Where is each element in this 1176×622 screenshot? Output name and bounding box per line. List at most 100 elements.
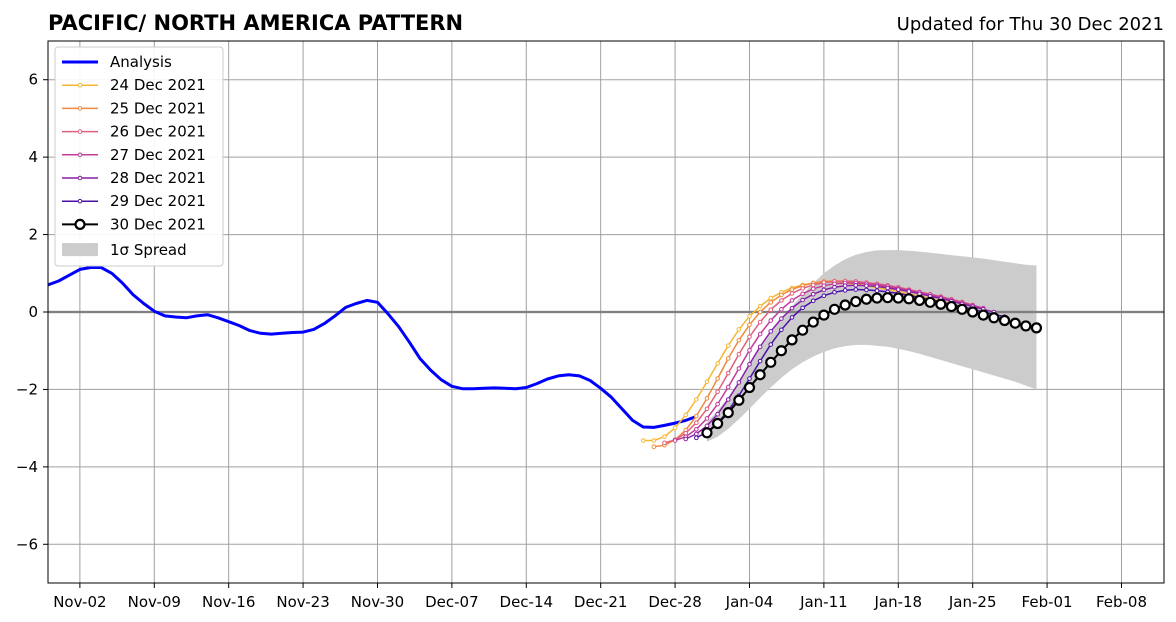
forecast-point <box>725 370 731 376</box>
spread-area <box>707 250 1037 442</box>
forecast-point <box>725 356 731 361</box>
forecast-point <box>768 329 774 334</box>
forecast-point <box>701 427 713 439</box>
forecast-point <box>757 331 763 337</box>
legend-marker <box>74 218 86 230</box>
forecast-point <box>818 309 830 321</box>
forecast-point <box>800 297 805 303</box>
x-tick-label: Nov-09 <box>128 593 181 611</box>
forecast-point <box>662 440 667 446</box>
forecast-point <box>810 298 816 304</box>
forecast-point <box>775 345 787 357</box>
legend-label: 26 Dec 2021 <box>110 123 206 141</box>
forecast-point <box>988 312 1000 324</box>
forecast-point <box>779 298 784 303</box>
x-tick-label: Nov-16 <box>202 593 255 611</box>
forecast-point <box>828 303 841 315</box>
chart-subtitle: Updated for Thu 30 Dec 2021 <box>897 14 1164 35</box>
forecast-point <box>800 305 805 311</box>
forecast-point <box>725 397 731 402</box>
legend-marker <box>77 198 83 204</box>
forecast-point <box>924 296 936 308</box>
forecast-point <box>672 425 678 431</box>
forecast-point <box>704 406 710 412</box>
y-tick-label: 6 <box>28 71 38 89</box>
legend-swatch <box>62 243 98 257</box>
forecast-point <box>853 282 859 288</box>
legend-label: 30 Dec 2021 <box>110 215 206 233</box>
forecast-point <box>715 411 720 417</box>
forecast-point <box>768 307 774 312</box>
forecast-point <box>768 318 774 323</box>
forecast-point <box>715 361 720 366</box>
x-tick-label: Jan-25 <box>948 593 997 611</box>
forecast-point <box>779 316 784 321</box>
y-tick-label: −2 <box>16 380 38 398</box>
forecast-point <box>779 292 784 298</box>
forecast-point <box>882 292 894 304</box>
forecast-point <box>1009 317 1021 329</box>
legend-label: Analysis <box>110 53 172 71</box>
x-tick-label: Feb-01 <box>1022 593 1073 611</box>
forecast-point <box>765 356 777 368</box>
y-tick-label: −4 <box>16 458 38 476</box>
y-tick-label: −6 <box>16 535 38 553</box>
forecast-point <box>694 431 699 437</box>
forecast-point <box>747 313 752 319</box>
forecast-point <box>747 322 752 328</box>
forecast-point <box>694 413 699 419</box>
legend-box <box>54 46 224 267</box>
forecast-point <box>736 380 742 385</box>
forecast-point <box>874 288 880 294</box>
forecast-series <box>701 292 1043 439</box>
legend-marker <box>77 175 83 181</box>
forecast-point <box>1020 320 1032 332</box>
forecast-point <box>747 361 752 367</box>
forecast-point <box>736 366 742 371</box>
forecast-point <box>810 291 816 297</box>
forecast-point <box>704 396 710 401</box>
forecast-point <box>906 289 912 294</box>
forecast-point <box>747 334 752 340</box>
forecast-point <box>789 315 795 320</box>
x-tick-label: Feb-08 <box>1096 593 1147 611</box>
x-tick-label: Dec-21 <box>574 593 628 611</box>
forecast-point <box>821 287 827 293</box>
forecast-point <box>842 283 848 288</box>
spread-band <box>707 250 1037 442</box>
forecast-point <box>832 289 837 295</box>
forecast-point <box>864 283 869 288</box>
legend-marker <box>77 82 83 88</box>
forecast-point <box>832 284 837 290</box>
forecast-point <box>789 291 795 296</box>
forecast-point <box>810 286 816 292</box>
x-tick-label: Dec-07 <box>425 593 479 611</box>
forecast-point <box>768 342 774 347</box>
forecast-point <box>711 417 724 430</box>
forecast-point <box>821 293 827 299</box>
forecast-point <box>694 397 699 402</box>
analysis-line <box>47 266 697 429</box>
forecast-point <box>967 306 979 318</box>
y-tick-label: 0 <box>28 303 38 321</box>
forecast-point <box>860 293 873 305</box>
x-tick-label: Jan-18 <box>873 593 922 611</box>
forecast-point <box>715 376 720 381</box>
forecast-point <box>672 438 678 443</box>
forecast-point <box>945 300 958 313</box>
x-tick-label: Nov-30 <box>351 593 404 611</box>
forecast-point <box>892 292 904 304</box>
forecast-point <box>789 305 795 311</box>
legend-label: 28 Dec 2021 <box>110 169 206 187</box>
forecast-point <box>913 294 926 306</box>
forecast-point <box>850 295 862 308</box>
forecast-point <box>651 444 657 450</box>
forecast-point <box>722 407 734 419</box>
forecast-point <box>874 284 880 289</box>
forecast-point <box>704 423 710 429</box>
forecast-point <box>683 436 689 442</box>
forecast-point <box>807 316 819 328</box>
legend-label: 1σ Spread <box>110 241 187 259</box>
forecast-point <box>789 287 795 292</box>
